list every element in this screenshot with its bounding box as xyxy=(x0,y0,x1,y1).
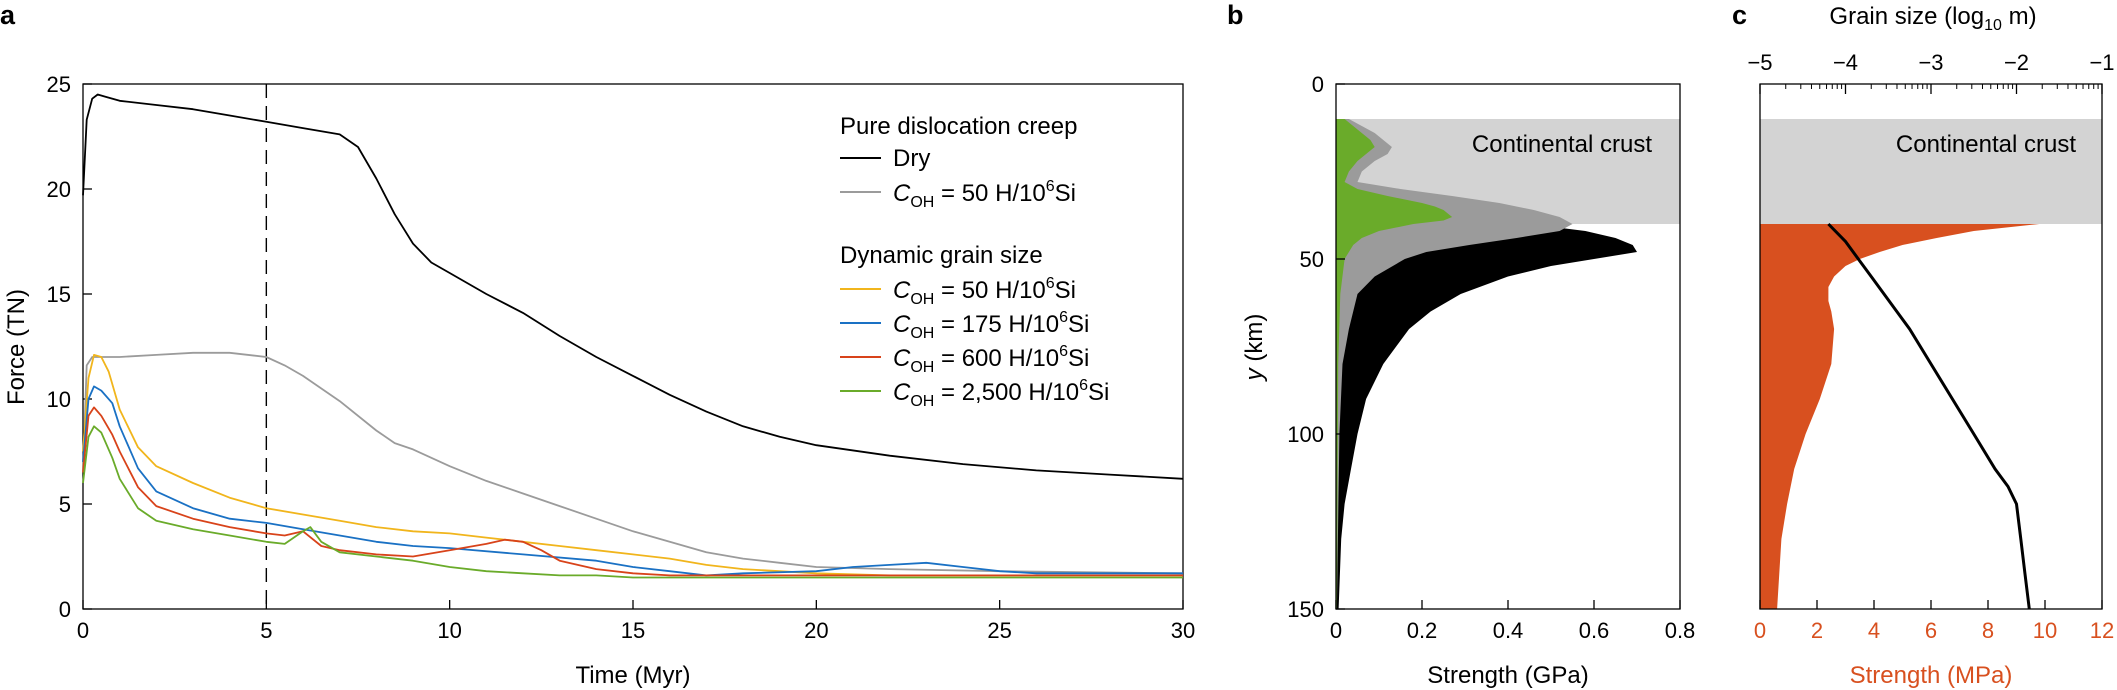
legend-label-coh2500: COH = 2,500 H/106Si xyxy=(893,377,1109,410)
area-dynamic-grain-size xyxy=(1336,119,1453,609)
panel-c-xtick-label: 2 xyxy=(1811,618,1823,643)
area-wet-dislocation xyxy=(1336,119,1573,609)
legend-label-coh50: COH = 50 H/106Si xyxy=(893,275,1076,308)
panel-c-crust-band xyxy=(1760,119,2102,224)
panel-a-ytick-label: 20 xyxy=(47,177,71,202)
panel-a-ytick-label: 0 xyxy=(59,597,71,622)
panel-a-ylabel: Force (TN) xyxy=(3,289,30,405)
panel-c-xtick-label: 8 xyxy=(1982,618,1994,643)
series-line-Dry xyxy=(82,93,1184,480)
panel-a-ytick-label: 5 xyxy=(59,492,71,517)
panel-b-ytick-label: 0 xyxy=(1312,72,1324,97)
panel-c-grain-size-line xyxy=(1827,222,2031,610)
series-line-coh175 xyxy=(82,385,1183,577)
panel-a-xtick-label: 15 xyxy=(621,618,645,643)
panel-a-xlabel: Time (Myr) xyxy=(575,662,690,689)
panel-c-top-xtick-label: −5 xyxy=(1747,50,1772,75)
panel-b-ylabel: y (km) xyxy=(1241,314,1268,383)
panel-c-top-xtick-label: −3 xyxy=(1918,50,1943,75)
panel-c-crust-label: Continental crust xyxy=(1896,131,2076,158)
panel-c-top-xtick-label: −2 xyxy=(2004,50,2029,75)
panel-a-xtick-label: 10 xyxy=(437,618,461,643)
panel-b-crust-label: Continental crust xyxy=(1472,131,1652,158)
series-line-coh50 xyxy=(82,354,1183,577)
panel-c-xtick-label: 10 xyxy=(2033,618,2057,643)
legend-label-coh600: COH = 600 H/106Si xyxy=(893,343,1089,376)
panel-a-ytick-label: 10 xyxy=(47,387,71,412)
panel-b-xtick-label: 0.2 xyxy=(1407,618,1438,643)
panel-a-xtick-label: 25 xyxy=(987,618,1011,643)
panel-label-c: c xyxy=(1732,0,1747,30)
panel-b-ytick-label: 50 xyxy=(1300,247,1324,272)
legend-label-coh175: COH = 175 H/106Si xyxy=(893,309,1089,342)
panel-c-xtick-label: 12 xyxy=(2090,618,2114,643)
legend-label-dry: Dry xyxy=(893,145,930,172)
panel-b-ytick-label: 100 xyxy=(1287,422,1324,447)
panel-a-xtick-label: 20 xyxy=(804,618,828,643)
panel-a-axes: 0 5 10 15 20 25 30 0 5 10 15 20 25 Time (Myr) Force … xyxy=(3,72,1195,689)
series-line-coh600 xyxy=(82,406,1183,577)
legend-title-dislocation: Pure dislocation creep xyxy=(840,113,1077,140)
series-line-coh2500 xyxy=(82,425,1183,579)
panel-b-xtick-label: 0.8 xyxy=(1665,618,1696,643)
panel-c-top-xtick-label: −4 xyxy=(1833,50,1858,75)
area-dry xyxy=(1336,224,1637,609)
panel-a-xtick-label: 30 xyxy=(1171,618,1195,643)
panel-b-ytick-label: 150 xyxy=(1287,597,1324,622)
panel-c-axes: Continental crust 0 2 4 6 8 10 12 −5 −4 −3 −2 −1 St… xyxy=(1747,3,2114,689)
series-line-coh50_disl xyxy=(82,351,1184,575)
panel-c-xtick-label: 4 xyxy=(1868,618,1880,643)
panel-c-xtick-label: 0 xyxy=(1754,618,1766,643)
panel-label-b: b xyxy=(1227,0,1244,30)
panel-a-xtick-label: 0 xyxy=(77,618,89,643)
legend-title-dynamic: Dynamic grain size xyxy=(840,242,1043,269)
panel-a-ytick-label: 25 xyxy=(47,72,71,97)
panel-label-a: a xyxy=(0,0,16,30)
panel-b-axes: Continental crust 0 0.2 0.4 0.6 0.8 0 50 100 150… xyxy=(1241,72,1695,689)
panel-b-xtick-label: 0.6 xyxy=(1579,618,1610,643)
panel-c-top-xlabel: Grain size (log10 m) xyxy=(1829,3,2036,34)
panel-c-xlabel: Strength (MPa) xyxy=(1850,662,2013,689)
panel-a-xtick-label: 5 xyxy=(260,618,272,643)
panel-b-xtick-label: 0.4 xyxy=(1493,618,1524,643)
panel-b-xlabel: Strength (GPa) xyxy=(1427,662,1588,689)
panel-a-ytick-label: 15 xyxy=(47,282,71,307)
panel-c-top-xtick-label: −1 xyxy=(2089,50,2114,75)
legend-label-coh50-disl: COH = 50 H/106Si xyxy=(893,178,1076,211)
panel-c-strength-area xyxy=(1760,224,2040,609)
panel-b-xtick-label: 0 xyxy=(1330,618,1342,643)
legend: Pure dislocation creep Dry COH = 50 H/10… xyxy=(840,113,1109,410)
panel-c-xtick-label: 6 xyxy=(1925,618,1937,643)
